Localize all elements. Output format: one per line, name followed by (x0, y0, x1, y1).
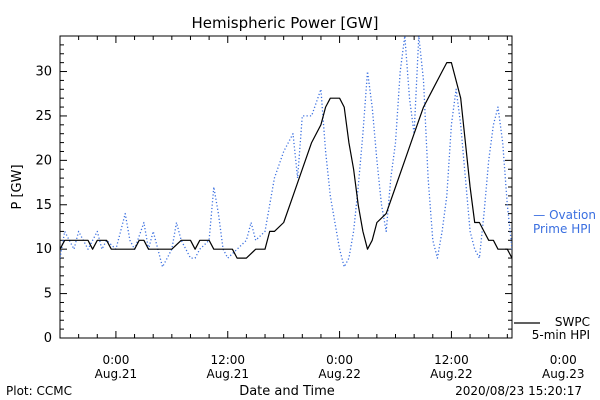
y-tick-label: 20 (35, 153, 52, 168)
y-axis-label: P [GW] (10, 164, 25, 209)
swpc-series-line (60, 61, 512, 259)
x-tick-time-label: 12:00 (210, 353, 245, 367)
chart-title: Hemispheric Power [GW] (192, 14, 379, 32)
footer-credit: Plot: CCMC (6, 384, 72, 398)
legend-swpc-line1: SWPC (555, 315, 590, 329)
x-tick-time-label: 0:00 (102, 353, 129, 367)
y-tick-label: 5 (44, 287, 52, 302)
x-tick-date-label: Aug.21 (95, 367, 138, 381)
x-axis: 0:00Aug.2112:00Aug.210:00Aug.2212:00Aug.… (59, 36, 585, 381)
x-tick-time-label: 0:00 (326, 353, 353, 367)
plot-frame (59, 35, 513, 339)
x-tick-time-label: 0:00 (550, 353, 577, 367)
legend-swpc-line2: 5-min HPI (532, 328, 590, 342)
y-tick-label: 30 (35, 65, 52, 80)
legend-ovation-line1: — Ovation (533, 208, 596, 222)
x-tick-time-label: 12:00 (434, 353, 469, 367)
x-tick-date-label: Aug.22 (318, 367, 361, 381)
y-tick-label: 25 (35, 109, 52, 124)
series-layer (60, 36, 512, 268)
x-tick-date-label: Aug.21 (206, 367, 249, 381)
y-axis: 0 5 10 15 20 25 30 (35, 35, 512, 346)
legend-ovation-line2: Prime HPI (533, 222, 591, 236)
y-tick-label: 10 (35, 242, 52, 257)
x-tick-date-label: Aug.22 (430, 367, 473, 381)
y-tick-label: 0 (44, 331, 52, 346)
x-axis-label: Date and Time (239, 384, 335, 399)
footer-timestamp: 2020/08/23 15:20:17 (455, 384, 582, 398)
ovation-prime-series-line (60, 36, 512, 268)
y-tick-label: 15 (35, 198, 52, 213)
x-tick-date-label: Aug.23 (542, 367, 585, 381)
